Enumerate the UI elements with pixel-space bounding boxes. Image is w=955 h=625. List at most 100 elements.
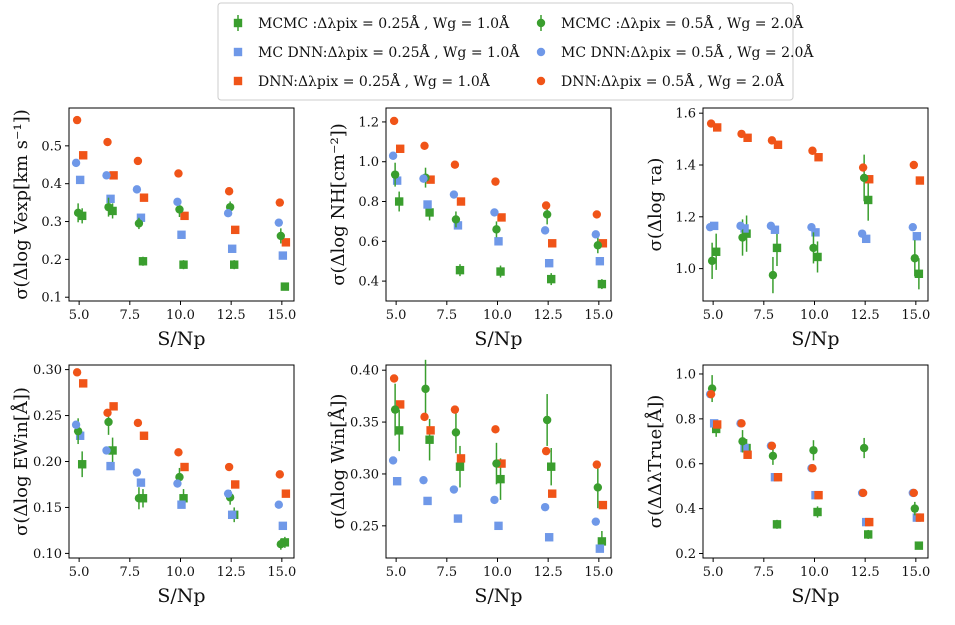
data-point [420,141,429,151]
data-point [706,389,716,399]
x-tick-label: 15.0 [901,308,930,323]
data-point [813,252,822,262]
x-tick-label: 15.0 [267,308,296,323]
data-point [544,258,554,268]
data-point [808,146,817,155]
legend-marker [233,76,243,86]
x-tick-label: 15.0 [584,308,613,323]
data-point [915,513,925,522]
y-axis-label: σ(Δlog EWin[Å]) [10,387,32,536]
data-point [395,400,405,409]
data-point [598,500,608,510]
data-point [138,257,148,266]
data-point [491,177,500,186]
series [706,389,919,498]
x-tick-label: 15.0 [584,565,613,580]
data-point [453,514,463,523]
data-point [496,267,505,276]
y-tick-label: 0.8 [358,195,379,210]
legend-frame [217,2,794,101]
data-point [909,160,919,170]
series [711,179,924,290]
data-point [394,426,404,435]
x-tick-label: 7.5 [436,565,457,580]
data-point [809,243,818,253]
data-point [711,424,721,434]
data-point [223,209,233,218]
data-point [132,468,142,477]
data-point [177,230,186,239]
data-point [705,222,715,232]
data-point [858,163,868,172]
data-point [450,405,460,414]
data-point [174,169,183,178]
data-point [75,431,85,440]
y-tick-label: 1.6 [675,107,696,122]
data-point [281,238,291,247]
y-tick-label: 0.40 [350,364,379,379]
series [72,115,285,207]
legend-entry: DNN:Δλpix = 0.5Å , Wg = 2.0Å [536,72,785,90]
panel: 5.0 7.5 10.0 12.5 15.0 0.25 0.30 0.35 0.40 S/Np σ(… [327,359,613,607]
panel: 5.0 7.5 10.0 12.5 15.0 1.0 1.2 1.4 1.6 S/Np σ(Δlog… [645,107,930,350]
data-point [712,420,722,429]
data-point [857,229,867,238]
data-point [712,123,722,132]
legend-marker [536,18,546,28]
legend-marker [233,18,243,28]
series [389,374,602,469]
y-tick-label: 0.20 [33,455,62,470]
data-point [595,544,605,553]
data-point [540,502,550,512]
data-point [597,537,607,546]
axes-frame [702,364,929,559]
series [707,375,920,516]
data-point [274,218,283,227]
y-tick-label: 0.4 [358,275,379,290]
data-point [809,446,818,455]
series [390,162,603,254]
series [706,119,919,172]
data-point [451,215,461,224]
x-tick-label: 10.0 [483,308,512,323]
data-point [224,462,234,472]
data-point [542,210,552,219]
y-axis-label: σ(Δlog Win[Å]) [327,394,349,530]
data-point [593,483,603,492]
series [709,221,922,244]
data-point [231,225,240,235]
x-axis-label: S/Np [791,328,839,350]
data-point [103,408,112,417]
data-point [858,488,868,498]
data-point [814,490,823,500]
data-point [102,446,111,455]
series [388,456,600,526]
data-point [547,462,556,471]
data-point [490,495,499,505]
data-point [109,171,118,180]
y-tick-label: 0.15 [33,501,62,516]
y-tick-label: 0.25 [350,519,379,534]
series [73,409,286,550]
y-tick-label: 1.0 [358,155,379,170]
data-point [71,158,81,168]
series [395,144,608,248]
y-tick-label: 1.0 [675,262,696,277]
data-point [392,477,402,486]
data-point [394,197,404,206]
data-point [541,201,551,210]
data-point [108,206,117,216]
panel: 5.0 7.5 10.0 12.5 15.0 0.2 0.4 0.6 0.8 1.0 S/Np σ(Δ… [644,364,930,607]
data-point [175,472,184,482]
data-point [865,517,874,527]
data-point [450,160,460,169]
x-tick-label: 10.0 [800,308,829,323]
data-point [102,171,111,180]
data-point [773,140,783,149]
x-tick-label: 15.0 [901,565,930,580]
data-point [104,202,113,212]
x-tick-label: 10.0 [800,565,829,580]
x-tick-label: 7.5 [119,308,140,323]
data-point [426,426,435,435]
x-tick-label: 15.0 [267,565,296,580]
